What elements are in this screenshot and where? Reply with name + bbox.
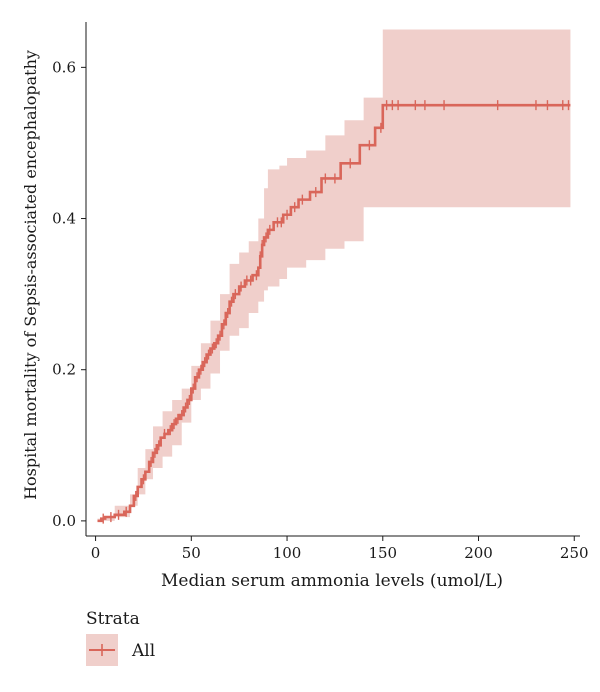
x-tick-label-5: 250 — [560, 544, 589, 562]
confidence-band — [97, 29, 571, 521]
y-tick-label-3: 0.6 — [52, 58, 76, 76]
y-axis-ticks: 0.0 0.2 0.4 0.6 — [52, 58, 86, 530]
confidence-band-layer — [97, 29, 571, 521]
x-tick-label-3: 150 — [368, 544, 397, 562]
y-tick-label-0: 0.0 — [52, 512, 76, 530]
x-tick-label-1: 50 — [182, 544, 201, 562]
x-axis-ticks: 0 50 100 150 200 250 — [91, 536, 589, 562]
x-tick-label-0: 0 — [91, 544, 101, 562]
legend-entry-all: All — [131, 641, 155, 661]
y-tick-label-1: 0.2 — [52, 361, 76, 379]
censor-marks-layer — [102, 100, 570, 524]
y-axis-label: Hospital mortality of Sepsis-associated … — [21, 50, 40, 500]
x-tick-label-4: 200 — [464, 544, 493, 562]
legend-title: Strata — [86, 609, 140, 629]
y-tick-label-2: 0.4 — [52, 210, 76, 228]
x-axis-label: Median serum ammonia levels (umol/L) — [161, 571, 503, 591]
x-tick-label-2: 100 — [273, 544, 302, 562]
